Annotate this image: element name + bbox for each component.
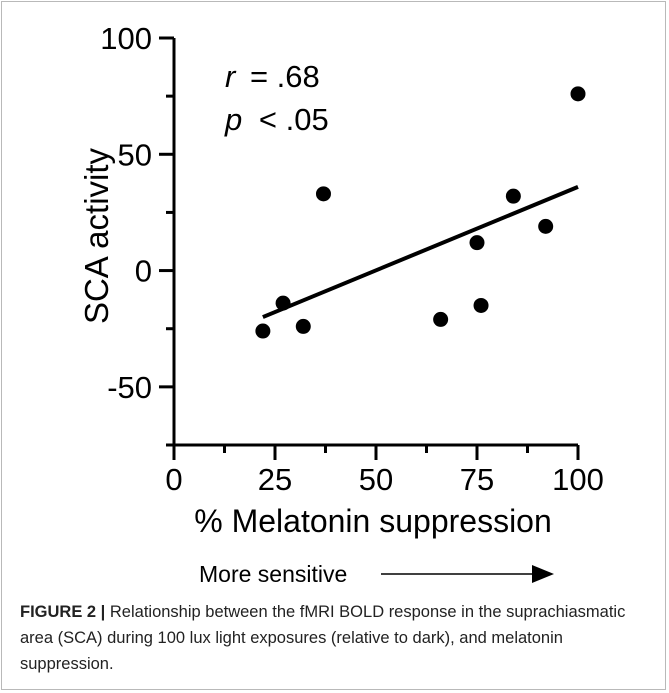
x-tick-label: 0: [165, 462, 182, 497]
x-tick-label: 75: [460, 462, 494, 497]
data-point: [433, 311, 449, 327]
caption-text: Relationship between the fMRI BOLD respo…: [20, 603, 626, 673]
x-tick-label: 50: [359, 462, 393, 497]
scatter-chart: 100 50 0 -50 0 25 50 75 100 SCA activity % Melat…: [78, 21, 604, 587]
data-point: [255, 323, 271, 339]
data-point: [469, 235, 485, 251]
axes: [172, 38, 578, 447]
figure-caption: FIGURE 2 | Relationship between the fMRI…: [20, 599, 650, 677]
y-axis-label: SCA activity: [78, 147, 115, 324]
data-points: [255, 86, 586, 339]
data-point: [538, 218, 554, 234]
y-tick-label: 0: [135, 254, 152, 289]
ticks: 100 50 0 -50 0 25 50 75 100: [100, 21, 604, 497]
data-point: [315, 186, 331, 202]
svg-text:r = .68: r = .68: [225, 59, 320, 94]
x-tick-label: 100: [552, 462, 604, 497]
data-point: [473, 297, 489, 313]
p-value: < .05: [259, 102, 329, 137]
data-point: [295, 318, 311, 334]
regression-line: [262, 184, 579, 319]
p-annotation: p < .05: [224, 102, 329, 137]
r-annotation: r = .68: [225, 59, 320, 94]
r-value: = .68: [250, 59, 320, 94]
y-tick-label: 50: [118, 137, 152, 172]
right-arrow-icon: [381, 565, 554, 583]
r-symbol: r: [225, 59, 237, 94]
data-point: [570, 86, 586, 102]
caption-lead: FIGURE 2 |: [20, 603, 106, 621]
y-tick-label: -50: [107, 370, 152, 405]
p-symbol: p: [224, 102, 242, 137]
svg-text:p < .05: p < .05: [224, 102, 329, 137]
fit-line-group: [262, 184, 579, 319]
arrow-label: More sensitive: [199, 561, 347, 587]
y-tick-label: 100: [100, 21, 152, 56]
x-axis-label: % Melatonin suppression: [194, 503, 552, 539]
data-point: [505, 188, 521, 204]
x-tick-label: 25: [258, 462, 292, 497]
